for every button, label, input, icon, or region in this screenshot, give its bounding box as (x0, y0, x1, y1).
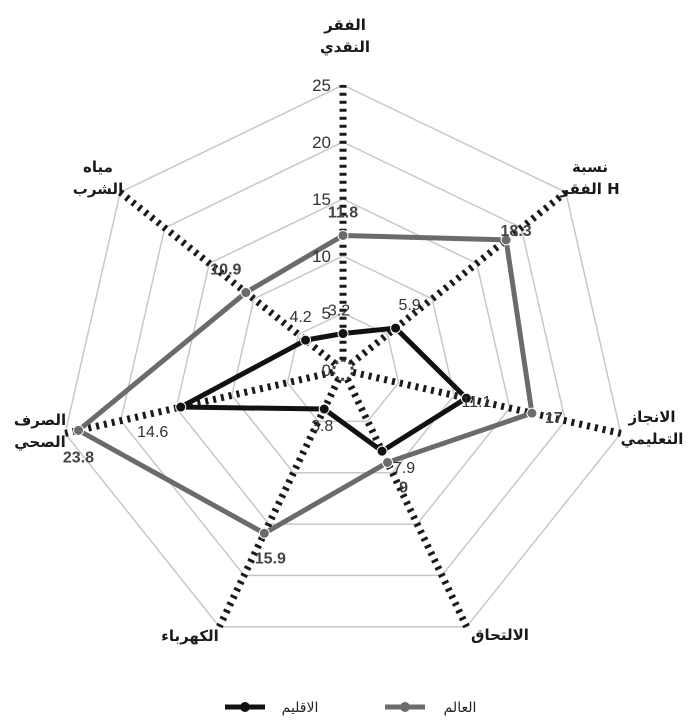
data-label: 23.8 (63, 449, 94, 466)
data-point (337, 229, 349, 241)
tick-label: 10 (312, 247, 331, 266)
data-point (175, 401, 187, 413)
data-point (460, 392, 472, 404)
data-point (376, 445, 388, 457)
category-labels: الفقر النقدي نسبة الفقر H الانجاز التعليمي الا… (14, 16, 684, 645)
category-label: الصرف الصحي (14, 411, 66, 451)
axis-line (352, 368, 622, 437)
data-label: 4.2 (289, 309, 311, 326)
data-point (300, 334, 312, 346)
legend-label: الاقليم (282, 700, 319, 716)
data-series (72, 229, 538, 539)
data-label: 11.1 (461, 394, 491, 411)
tick-label: 20 (312, 133, 331, 152)
grid-ring (231, 255, 455, 474)
data-label: 7.9 (393, 460, 415, 477)
data-point (337, 328, 349, 340)
series-line (75, 232, 535, 536)
legend-marker (400, 702, 410, 712)
axis-line (348, 189, 569, 367)
grid-ring-center (331, 358, 355, 381)
data-point (318, 403, 330, 415)
axis-line (344, 377, 470, 629)
data-label: 10.9 (210, 262, 241, 279)
data-point (500, 234, 512, 246)
grid-ring (119, 141, 567, 577)
data-labels: 3.2 5.9 11.1 7.9 3.8 14.6 4.2 11.8 18.3 17 9 15.9 23… (63, 204, 563, 567)
data-label: 3.2 (328, 303, 350, 320)
axis-line (216, 377, 342, 629)
category-label: الكهرباء (161, 627, 219, 645)
legend: الاقليم العالم (225, 700, 476, 716)
data-point (526, 407, 538, 419)
tick-label: 15 (312, 190, 331, 209)
data-label: 5.9 (398, 297, 420, 314)
category-label: مياه الشرب (73, 158, 123, 198)
series-line (178, 325, 469, 454)
category-label: الالتحاق (471, 626, 529, 644)
axis-line (64, 368, 334, 437)
data-label: 15.9 (255, 550, 286, 567)
grid-ring (64, 84, 622, 628)
data-point (258, 527, 270, 539)
tick-labels: 0 5 10 15 20 25 (312, 76, 331, 380)
category-label: نسبة الفقر H (559, 158, 619, 198)
axis-line (117, 189, 338, 367)
legend-label: العالم (444, 700, 477, 716)
data-label: 9 (399, 479, 408, 496)
data-label: 14.6 (137, 424, 168, 441)
grid-rings (64, 84, 622, 628)
data-label: 17 (545, 410, 563, 427)
data-point (390, 322, 402, 334)
data-point (382, 456, 394, 468)
grid-ring (175, 198, 511, 525)
data-label: 18.3 (501, 223, 532, 240)
data-point (72, 424, 84, 436)
data-label: 3.8 (311, 418, 333, 435)
category-label: الانجاز التعليمي (621, 408, 684, 448)
tick-label: 25 (312, 76, 331, 95)
tick-label: 0 (322, 361, 331, 380)
data-point (240, 287, 252, 299)
category-label: الفقر النقدي (320, 16, 370, 57)
tick-label: 5 (322, 304, 331, 323)
data-label: 11.8 (328, 204, 358, 221)
legend-marker (240, 702, 250, 712)
category-axes (64, 85, 622, 629)
